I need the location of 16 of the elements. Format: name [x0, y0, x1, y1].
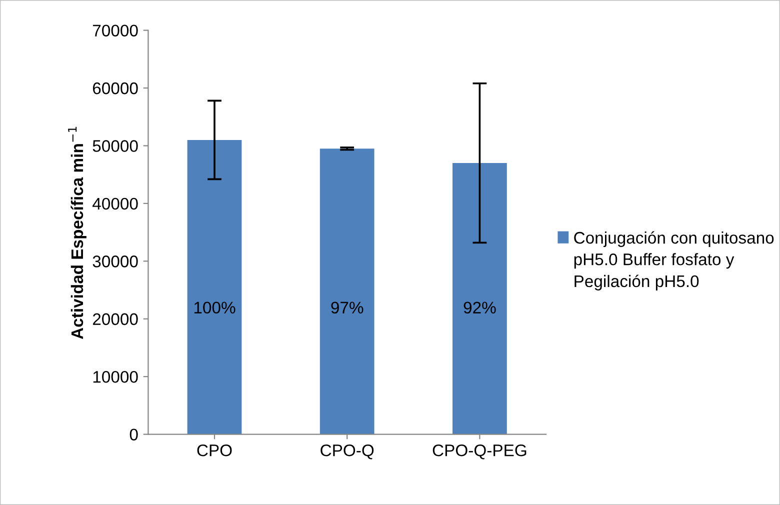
x-tick-label: CPO-Q-PEG: [432, 444, 526, 460]
x-tick-label: CPO-Q: [320, 444, 374, 460]
y-tick-label: 20000: [92, 313, 138, 326]
y-tick-label: 0: [130, 428, 138, 441]
y-tick-label: 70000: [92, 24, 138, 37]
y-axis-title: Actividad Específica min$^{−1}$: [68, 126, 86, 340]
y-tick-label: 40000: [92, 198, 138, 210]
y-tick-label: 10000: [93, 370, 138, 383]
y-tick-label: 50000: [92, 140, 138, 152]
annotation: 92%: [464, 302, 496, 314]
annotation: 100%: [194, 302, 236, 314]
legend-label: Conjugación con quitosano pH5.0 Buffer fosfato y Pegilación pH5.0: [574, 231, 774, 290]
x-tick-label: CPO: [197, 444, 232, 456]
y-tick-label: 60000: [92, 82, 138, 94]
annotation: 97%: [331, 302, 364, 314]
y-tick-label: 30000: [92, 256, 138, 268]
